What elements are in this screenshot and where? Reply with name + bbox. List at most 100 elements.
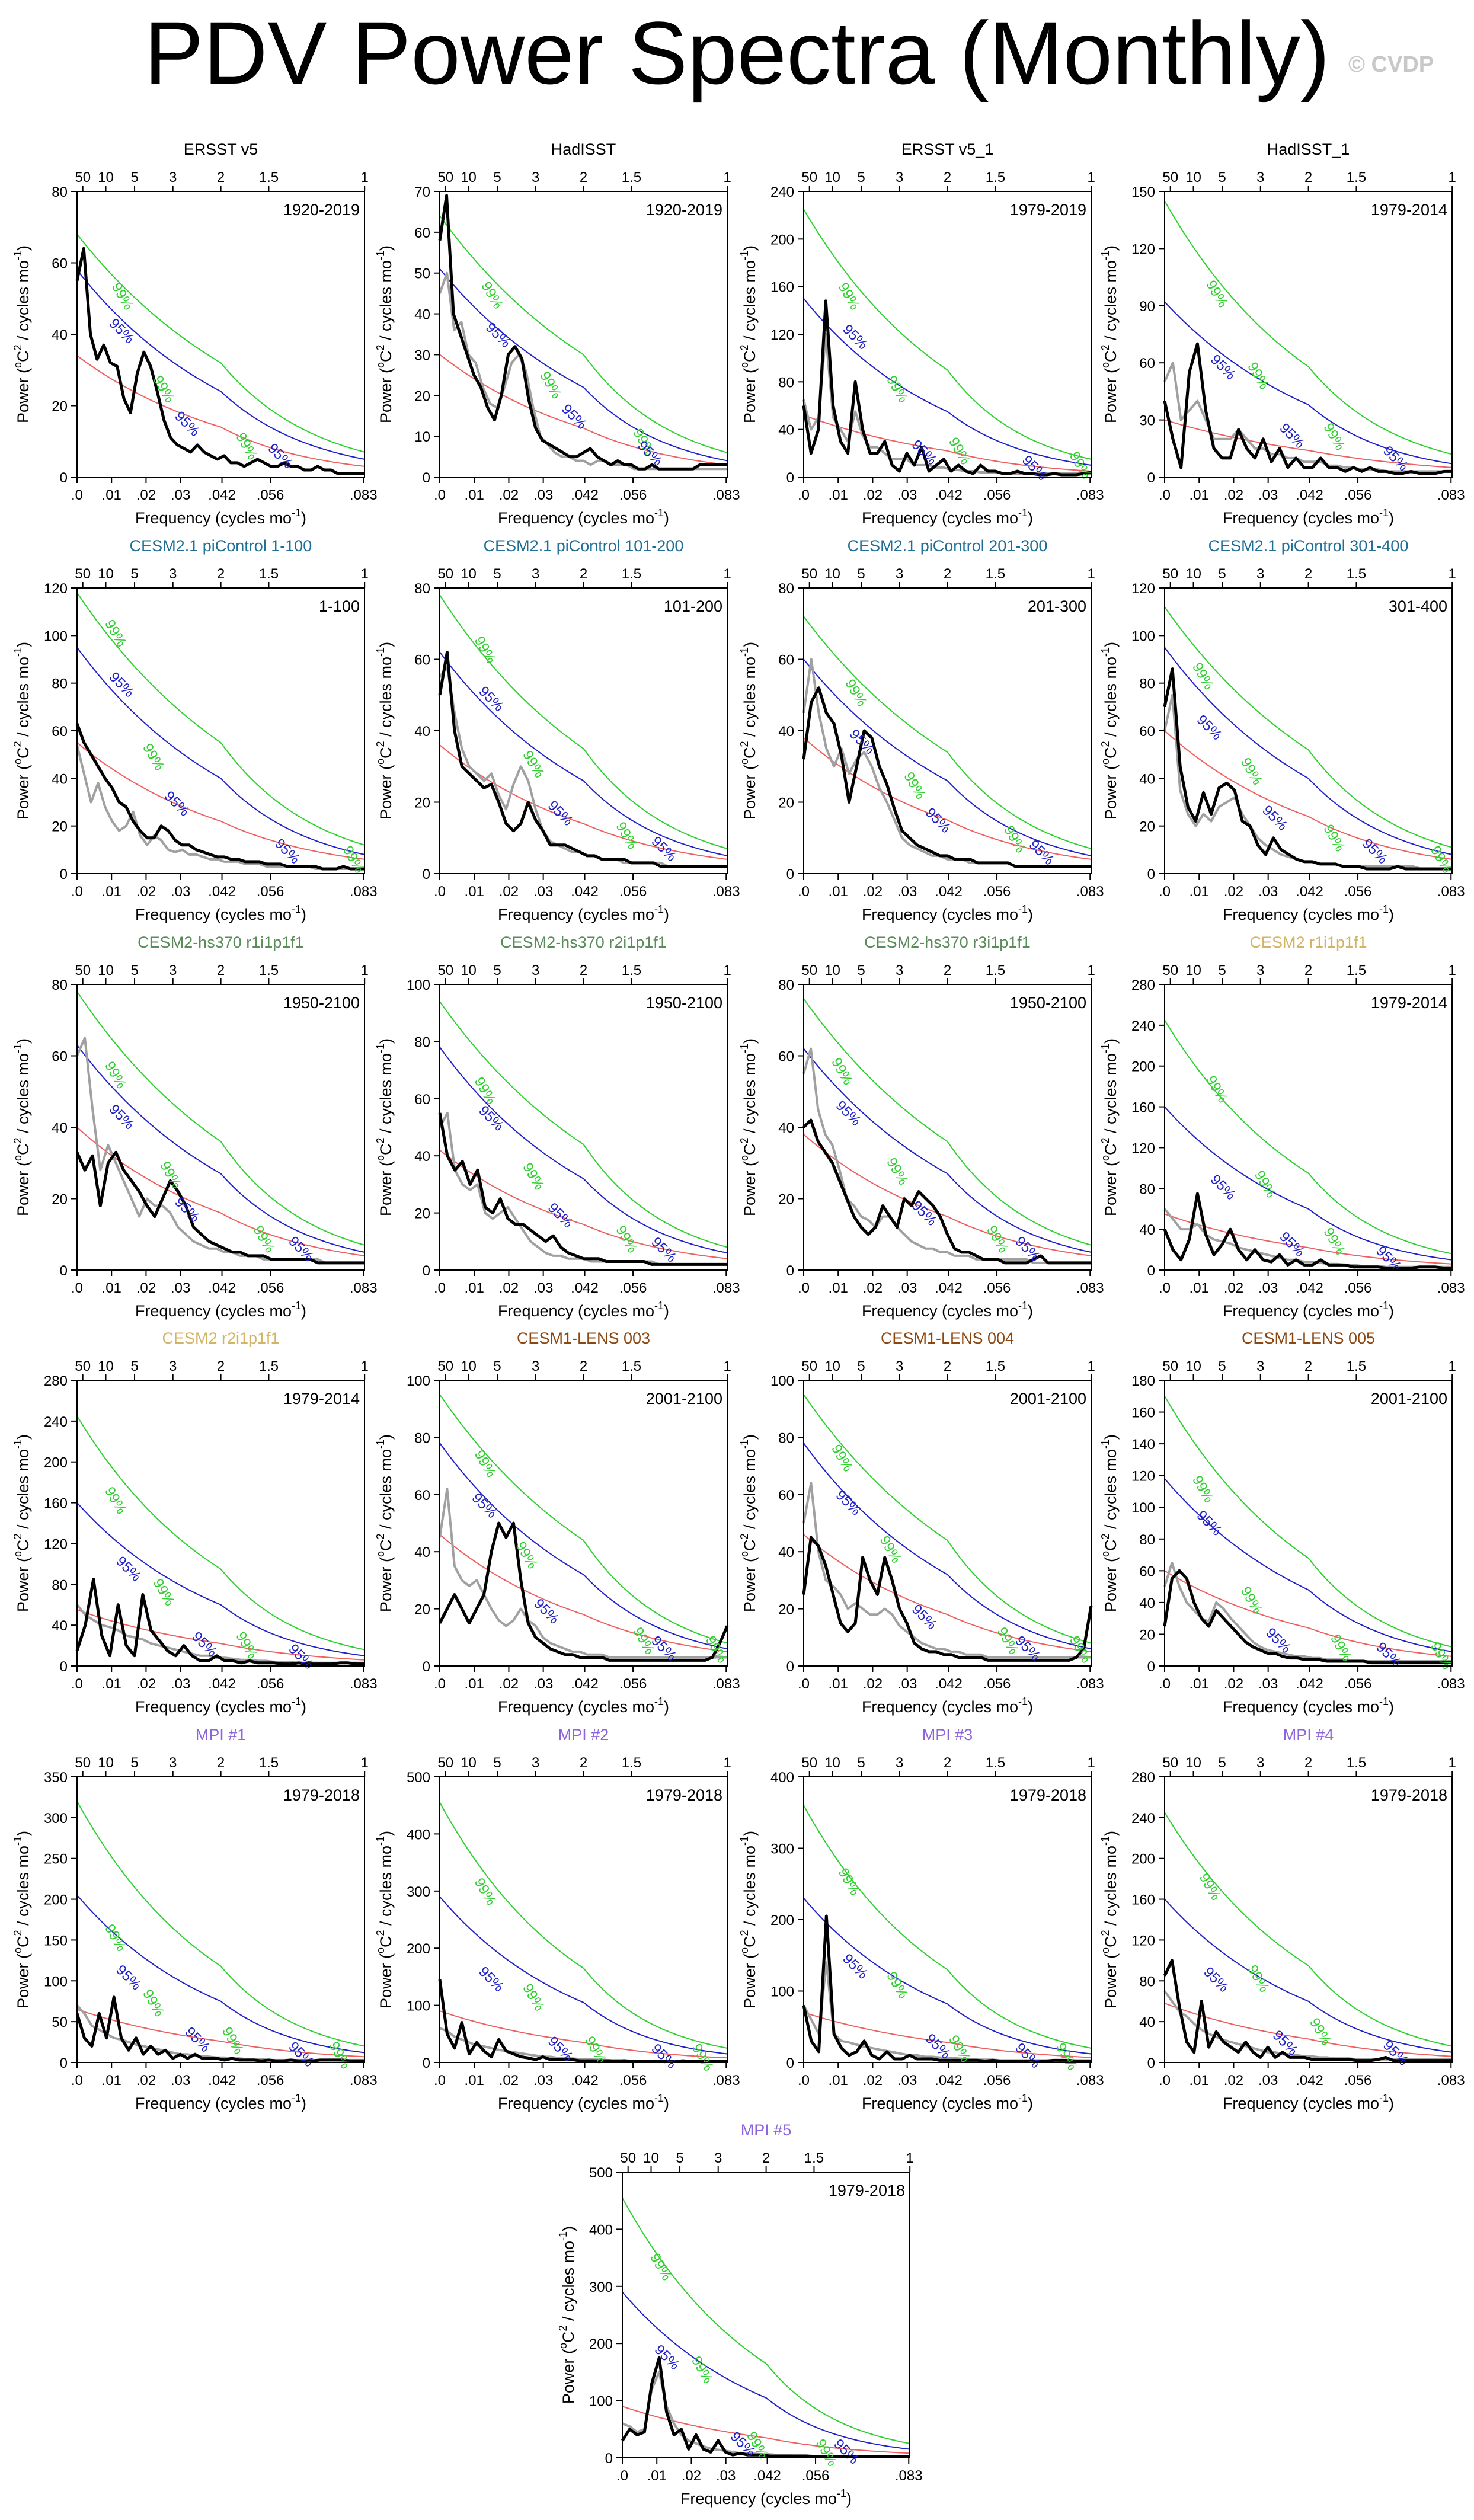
x-tick-label: .0 — [798, 487, 810, 503]
plot-frame — [622, 2172, 910, 2458]
x-tick-label: .02 — [1224, 2073, 1243, 2089]
conf99-label: 99% — [688, 2041, 716, 2074]
y-tick-label: 100 — [44, 1974, 68, 1990]
y-tick-label: 0 — [423, 1263, 430, 1279]
top-tick-label: 1.5 — [1347, 1755, 1366, 1771]
x-tick-label: .083 — [712, 487, 740, 503]
x-tick-label: .0 — [71, 1676, 83, 1692]
x-tick-label: .03 — [897, 487, 917, 503]
x-tick-label: .0 — [798, 884, 810, 900]
x-tick-label: .02 — [136, 1676, 156, 1692]
y-tick-label: 40 — [1139, 1222, 1155, 1238]
spectrum-primary-line — [438, 651, 727, 868]
conf95-label: 95% — [469, 1490, 500, 1521]
conf99-label: 99% — [1320, 1225, 1348, 1258]
conf99-label: 99% — [1244, 360, 1272, 392]
x-axis-label: Frequency (cycles mo-1) — [135, 1300, 306, 1320]
y-tick-label: 100 — [407, 977, 430, 993]
y-tick-label: 50 — [52, 2014, 68, 2030]
x-tick-label: .042 — [571, 1280, 599, 1296]
spectrum-primary-line — [438, 1979, 727, 2063]
plot-frame — [439, 191, 728, 478]
y-tick-label: 280 — [1131, 1770, 1155, 1786]
y-tick-label: 500 — [407, 1770, 430, 1786]
top-tick-label: 10 — [461, 962, 477, 978]
top-tick-label: 10 — [824, 1358, 840, 1374]
x-tick-label: .042 — [571, 487, 599, 503]
x-tick-label: .042 — [1296, 487, 1323, 503]
top-tick-label: 50 — [1162, 170, 1178, 186]
red-noise-curve — [76, 1609, 365, 1661]
spectrum-primary-line — [438, 1521, 729, 1662]
conf95-label: 95% — [558, 401, 590, 433]
x-tick-label: .083 — [895, 2468, 923, 2484]
top-tick-label: 5 — [130, 962, 138, 978]
y-tick-label: 200 — [44, 1892, 68, 1908]
period-label: 2001-2100 — [1010, 1390, 1086, 1408]
x-tick-label: .03 — [897, 1676, 917, 1692]
y-tick-label: 80 — [52, 977, 68, 993]
panel-title: MPI #1 — [196, 1726, 247, 1744]
x-tick-label: .02 — [863, 884, 883, 900]
x-tick-label: .02 — [1224, 1676, 1243, 1692]
x-tick-label: .01 — [102, 1280, 121, 1296]
x-axis-label: Frequency (cycles mo-1) — [498, 1300, 669, 1320]
top-tick-label: 50 — [801, 566, 817, 582]
y-tick-label: 30 — [1139, 413, 1155, 429]
top-tick-label: 2 — [217, 170, 225, 186]
conf95-label: 95% — [1207, 1172, 1239, 1203]
x-tick-label: .083 — [350, 2073, 378, 2089]
conf95-label: 95% — [161, 788, 193, 820]
top-tick-label: 10 — [1185, 170, 1201, 186]
conf99-curve — [803, 209, 1092, 460]
conf95-label: 95% — [922, 805, 954, 836]
top-tick-label: 2 — [944, 566, 951, 582]
conf99-label: 99% — [471, 1875, 499, 1908]
top-tick-label: 1 — [724, 962, 731, 978]
conf95-curve — [803, 298, 1092, 466]
conf95-label: 95% — [113, 1553, 144, 1585]
conf99-label: 99% — [835, 280, 863, 312]
conf99-label: 99% — [1238, 1584, 1265, 1617]
x-tick-label: .042 — [935, 884, 963, 900]
conf95-label: 95% — [171, 408, 203, 440]
y-tick-label: 400 — [589, 2222, 613, 2238]
x-tick-label: .0 — [1159, 884, 1171, 900]
period-label: 1950-2100 — [283, 994, 360, 1012]
y-tick-label: 40 — [778, 1544, 794, 1560]
conf99-curve — [1164, 1019, 1453, 1255]
red-noise-curve — [439, 744, 728, 860]
conf95-label: 95% — [482, 319, 514, 351]
conf99-label: 99% — [101, 1484, 129, 1517]
top-tick-label: 10 — [461, 1755, 477, 1771]
y-axis-label: Power (oC2 / cycles mo-1) — [1099, 1038, 1120, 1216]
x-tick-label: .01 — [829, 2073, 848, 2089]
conf99-curve — [439, 1802, 728, 2049]
conf99-curve — [439, 1394, 728, 1644]
top-tick-label: 50 — [437, 962, 453, 978]
x-tick-label: .02 — [136, 487, 156, 503]
x-tick-label: .01 — [465, 487, 484, 503]
x-tick-label: .0 — [71, 884, 83, 900]
period-label: 301-400 — [1389, 597, 1447, 615]
y-tick-label: 80 — [778, 977, 794, 993]
conf95-label: 95% — [1380, 2038, 1411, 2069]
y-tick-label: 0 — [60, 1659, 68, 1675]
panel-title: MPI #5 — [741, 2121, 792, 2139]
y-tick-label: 400 — [770, 1770, 794, 1786]
x-tick-label: .02 — [136, 1280, 156, 1296]
red-noise-curve — [439, 1149, 728, 1259]
conf99-label: 99% — [1000, 823, 1028, 855]
red-noise-curve — [803, 1134, 1092, 1256]
conf95-label: 95% — [271, 836, 303, 867]
x-axis-label: Frequency (cycles mo-1) — [135, 903, 306, 923]
x-tick-label: .083 — [350, 884, 378, 900]
x-tick-label: .02 — [863, 1676, 883, 1692]
x-tick-label: .01 — [465, 2073, 484, 2089]
top-tick-label: 5 — [1218, 1358, 1226, 1374]
x-tick-label: .0 — [434, 1280, 446, 1296]
x-tick-label: .083 — [1076, 2073, 1104, 2089]
